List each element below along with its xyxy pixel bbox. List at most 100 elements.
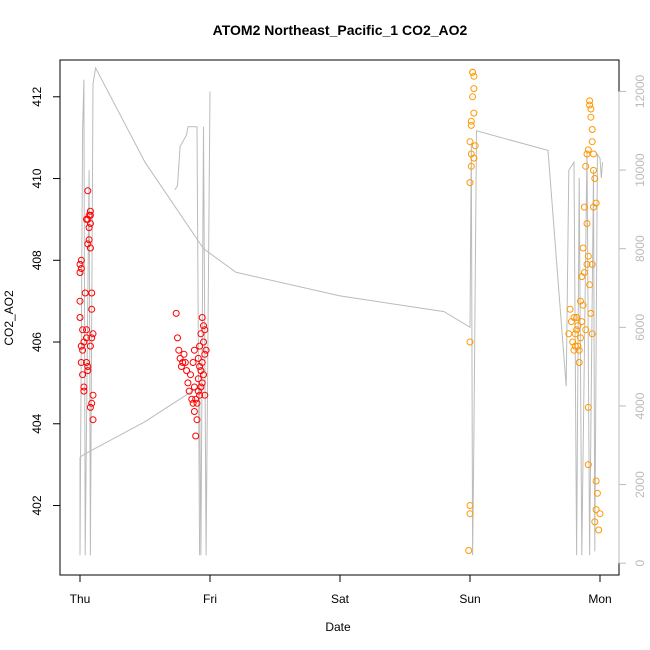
data-point-red: [86, 244, 94, 252]
data-point-orange: [587, 105, 595, 113]
y-tick-label: 412: [30, 86, 44, 106]
y2-tick-label: 2000: [633, 471, 647, 498]
data-point-red: [194, 375, 202, 383]
data-point-red: [174, 334, 181, 342]
data-point-red: [180, 350, 188, 358]
data-point-orange: [466, 138, 474, 146]
data-point-red: [84, 187, 92, 195]
data-point-orange: [566, 305, 574, 313]
data-point-red: [89, 416, 97, 424]
data-point-orange: [467, 117, 475, 125]
data-point-red: [192, 432, 200, 440]
data-point-red: [189, 359, 197, 366]
y-tick-label: 402: [30, 495, 44, 515]
data-point-red: [83, 334, 90, 342]
data-point-orange: [588, 138, 596, 146]
data-point-red: [194, 354, 202, 362]
data-point-orange: [574, 322, 582, 330]
data-point-orange: [579, 301, 587, 309]
x-tick-label: Fri: [203, 592, 217, 606]
data-point-red: [77, 265, 85, 272]
data-point-orange: [573, 326, 581, 334]
data-point-red: [194, 387, 202, 395]
data-point-red: [85, 236, 93, 244]
data-point-orange: [574, 342, 582, 350]
data-point-red: [85, 224, 93, 232]
y2-tick-label: 0: [633, 560, 647, 567]
data-point-orange: [592, 477, 600, 485]
data-point-orange: [583, 260, 591, 268]
data-point-red: [86, 342, 94, 350]
data-point-orange: [591, 518, 599, 526]
data-point-orange: [595, 526, 603, 534]
data-point-red: [197, 330, 205, 338]
data-point-red: [196, 391, 204, 399]
secondary-line: [79, 66, 604, 556]
data-point-orange: [582, 326, 590, 334]
data-point-red: [76, 260, 84, 268]
data-point-red: [197, 367, 205, 375]
data-point-red: [184, 379, 192, 387]
data-point-orange: [573, 314, 581, 321]
scatter-points-layer: [76, 68, 604, 554]
data-point-orange: [591, 175, 599, 182]
data-point-orange: [588, 260, 596, 268]
x-tick-label: Sun: [459, 592, 480, 606]
data-point-orange: [577, 334, 584, 342]
y-tick-label: 404: [30, 413, 44, 433]
data-point-red: [88, 334, 96, 342]
data-point-orange: [466, 179, 474, 187]
data-point-red: [89, 330, 97, 338]
data-point-orange: [584, 461, 592, 469]
data-point-red: [76, 297, 84, 305]
data-point-orange: [590, 166, 597, 174]
data-point-red: [193, 399, 201, 407]
data-point-red: [81, 289, 89, 297]
data-point-red: [79, 326, 87, 334]
y2-tick-label: 8000: [633, 235, 647, 262]
data-point-red: [179, 359, 187, 366]
data-point-orange: [584, 252, 592, 260]
chart-title: ATOM2 Northeast_Pacific_1 CO2_AO2: [213, 22, 468, 38]
data-point-orange: [583, 220, 591, 227]
data-point-red: [185, 387, 193, 395]
data-point-orange: [466, 502, 474, 509]
data-point-red: [201, 391, 209, 399]
data-point-orange: [571, 342, 579, 350]
data-point-orange: [467, 121, 475, 129]
data-point-red: [196, 363, 204, 370]
data-point-orange: [579, 244, 587, 252]
data-point-orange: [584, 146, 592, 154]
data-point-red: [80, 383, 88, 391]
data-point-red: [192, 395, 200, 403]
data-point-orange: [575, 346, 583, 354]
data-point-red: [86, 207, 94, 215]
plot-frame: [59, 59, 620, 576]
data-point-orange: [586, 97, 594, 105]
data-point-red: [198, 379, 206, 387]
y2-tick-label: 4000: [633, 392, 647, 419]
data-point-orange: [571, 330, 579, 338]
secondary-line-layer: [79, 66, 604, 556]
data-point-orange: [471, 142, 479, 150]
data-point-red: [201, 326, 209, 334]
x-axis-label: Date: [325, 620, 351, 634]
data-point-orange: [466, 510, 474, 518]
data-point-red: [172, 309, 180, 317]
data-point-red: [177, 363, 185, 370]
x-tick-label: Sat: [331, 592, 350, 606]
data-point-orange: [578, 318, 586, 326]
data-point-orange: [575, 359, 583, 366]
data-point-red: [200, 322, 207, 330]
data-point-orange: [469, 68, 477, 76]
data-point-orange: [588, 330, 596, 338]
data-point-orange: [580, 269, 588, 276]
data-point-orange: [470, 85, 478, 93]
data-point-orange: [586, 281, 594, 289]
data-point-red: [181, 359, 189, 366]
y-tick-label: 406: [30, 332, 44, 352]
data-point-red: [190, 383, 198, 391]
data-point-orange: [592, 506, 600, 514]
y-tick-label: 410: [30, 168, 44, 188]
